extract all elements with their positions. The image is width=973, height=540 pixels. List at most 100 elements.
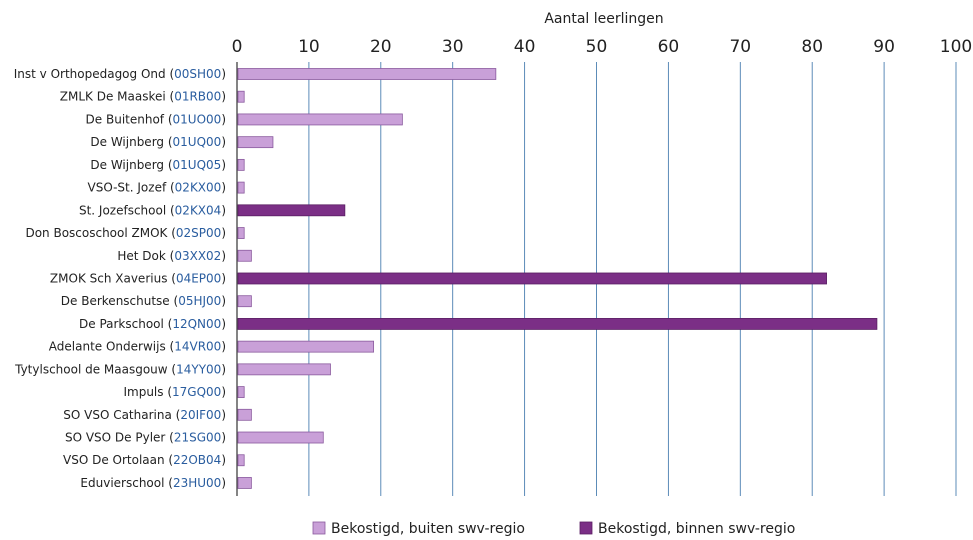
category-paren: ) (221, 181, 226, 195)
bar (237, 249, 252, 262)
category-code: 02KX00 (175, 181, 222, 195)
category-code: 01UQ05 (173, 158, 222, 172)
category-label: Tytylschool de Maasgouw (14YY00) (14, 362, 226, 376)
category-paren: ) (221, 112, 226, 126)
category-code: 02KX04 (175, 203, 222, 217)
category-paren: ) (221, 158, 226, 172)
category-paren: ) (221, 67, 226, 81)
x-tick-label: 10 (298, 37, 320, 57)
category-label: VSO-St. Jozef (02KX00) (88, 181, 227, 195)
category-paren: ) (221, 249, 226, 263)
category-label: De Berkenschutse (05HJ00) (61, 294, 226, 308)
category-code: 17GQ00 (172, 385, 221, 399)
category-code: 01RB00 (174, 90, 221, 104)
category-label: SO VSO Catharina (20IF00) (63, 408, 226, 422)
category-label: De Parkschool (12QN00) (79, 317, 226, 331)
legend-swatch (579, 521, 593, 535)
category-label: De Wijnberg (01UQ00) (90, 135, 226, 149)
category-paren: ) (221, 226, 226, 240)
bar (237, 431, 324, 444)
x-tick-label: 30 (442, 37, 464, 57)
x-tick-label: 60 (658, 37, 680, 57)
category-name: Inst v Orthopedagog Ond ( (14, 67, 174, 81)
category-name: De Wijnberg ( (90, 135, 172, 149)
category-name: Het Dok ( (117, 249, 174, 263)
x-tick-label: 50 (586, 37, 608, 57)
category-name: De Parkschool ( (79, 317, 172, 331)
category-name: De Berkenschutse ( (61, 294, 178, 308)
bar (237, 204, 346, 217)
category-label: Inst v Orthopedagog Ond (00SH00) (14, 67, 226, 81)
category-code: 20IF00 (180, 408, 221, 422)
x-tick-label: 80 (801, 37, 823, 57)
category-paren: ) (221, 453, 226, 467)
bar (237, 68, 497, 80)
category-label: ZMLK De Maaskei (01RB00) (60, 90, 226, 104)
category-label: Het Dok (03XX02) (117, 249, 226, 263)
category-name: ZMLK De Maaskei ( (60, 90, 174, 104)
category-code: 14YY00 (176, 362, 221, 376)
x-tick-label: 90 (873, 37, 895, 57)
category-labels: Inst v Orthopedagog Ond (00SH00)ZMLK De … (14, 67, 226, 490)
category-label: SO VSO De Pyler (21SG00) (65, 431, 226, 445)
category-paren: ) (221, 476, 226, 490)
category-label: Impuls (17GQ00) (123, 385, 226, 399)
category-name: De Wijnberg ( (90, 158, 172, 172)
x-tick-label: 70 (729, 37, 751, 57)
category-label: De Buitenhof (01UO00) (86, 112, 226, 126)
category-name: De Buitenhof ( (86, 112, 173, 126)
bar (237, 295, 252, 308)
category-code: 04EP00 (176, 271, 221, 285)
category-name: SO VSO Catharina ( (63, 408, 180, 422)
bar (237, 272, 827, 285)
category-name: SO VSO De Pyler ( (65, 431, 174, 445)
category-code: 01UO00 (173, 112, 222, 126)
legend-swatch (312, 521, 326, 535)
category-name: Impuls ( (123, 385, 172, 399)
legend: Bekostigd, buiten swv-regio Bekostigd, bi… (312, 521, 795, 537)
category-code: 02SP00 (176, 226, 221, 240)
category-name: Don Boscoschool ZMOK ( (25, 226, 175, 240)
bar (237, 113, 403, 126)
x-tick-label: 20 (370, 37, 392, 57)
x-tick-label: 40 (514, 37, 536, 57)
category-paren: ) (221, 135, 226, 149)
category-code: 00SH00 (174, 67, 221, 81)
category-paren: ) (221, 362, 226, 376)
category-label: Eduvierschool (23HU00) (80, 476, 226, 490)
category-name: VSO De Ortolaan ( (63, 453, 173, 467)
x-tick-labels: 0 10 20 30 40 50 60 70 80 90 100 (232, 37, 973, 57)
category-paren: ) (221, 408, 226, 422)
category-name: Adelante Onderwijs ( (49, 340, 174, 354)
category-paren: ) (221, 317, 226, 331)
category-paren: ) (221, 340, 226, 354)
bar (237, 181, 245, 194)
bar (237, 90, 245, 103)
bar (237, 408, 252, 421)
category-code: 05HJ00 (178, 294, 221, 308)
category-label: De Wijnberg (01UQ05) (90, 158, 226, 172)
legend-label: Bekostigd, buiten swv-regio (331, 521, 525, 537)
category-code: 21SG00 (174, 431, 221, 445)
category-code: 03XX02 (174, 249, 221, 263)
category-name: ZMOK Sch Xaverius ( (50, 271, 176, 285)
category-code: 22OB04 (173, 453, 221, 467)
bar (237, 477, 252, 489)
category-paren: ) (221, 203, 226, 217)
x-tick-label: 100 (940, 37, 972, 57)
category-paren: ) (221, 431, 226, 445)
x-tick-label: 0 (232, 37, 243, 57)
bar (237, 136, 274, 149)
bar (237, 340, 375, 353)
category-paren: ) (221, 294, 226, 308)
category-code: 01UQ00 (173, 135, 222, 149)
category-label: St. Jozefschool (02KX04) (79, 203, 226, 217)
bar (237, 363, 331, 376)
category-code: 23HU00 (173, 476, 221, 490)
category-label: VSO De Ortolaan (22OB04) (63, 453, 226, 467)
bar (237, 454, 245, 467)
bars (237, 68, 878, 489)
category-paren: ) (221, 90, 226, 104)
category-code: 12QN00 (172, 317, 221, 331)
